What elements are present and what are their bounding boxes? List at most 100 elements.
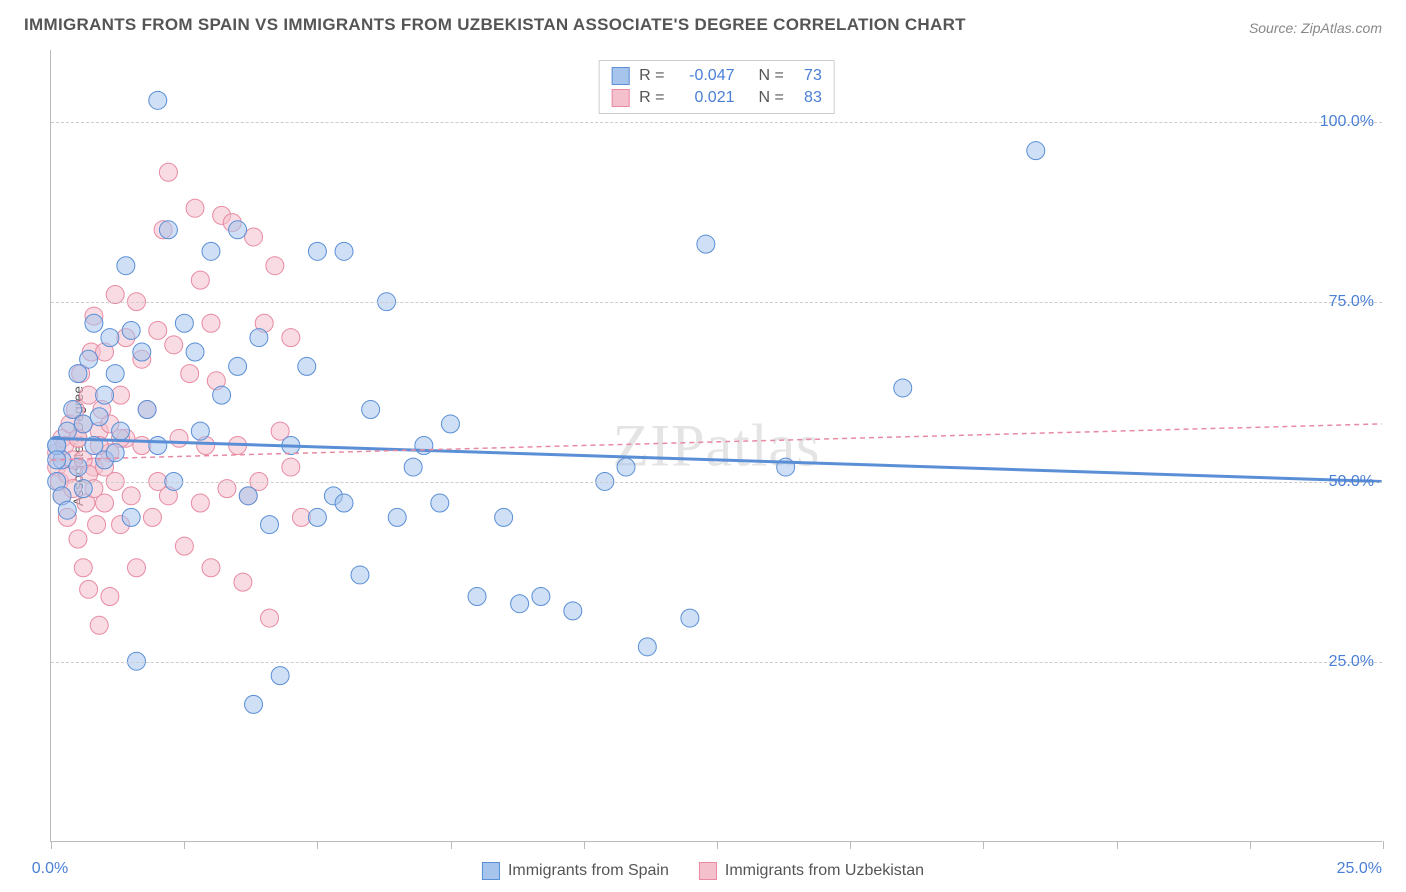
scatter-point-uzbekistan [127,559,145,577]
scatter-point-uzbekistan [202,559,220,577]
x-tick [584,841,585,849]
scatter-point-uzbekistan [101,588,119,606]
scatter-point-uzbekistan [112,386,130,404]
scatter-point-uzbekistan [202,314,220,332]
scatter-point-spain [191,422,209,440]
legend-swatch-uzbekistan [699,862,717,880]
chart-area: ZIPatlas R =-0.047N =73R =0.021N =83 25.… [50,50,1382,842]
scatter-point-spain [351,566,369,584]
scatter-point-spain [564,602,582,620]
scatter-point-spain [239,487,257,505]
scatter-point-uzbekistan [234,573,252,591]
scatter-point-spain [133,343,151,361]
legend-swatch-spain [611,67,629,85]
scatter-point-spain [681,609,699,627]
scatter-point-uzbekistan [106,286,124,304]
x-tick [1117,841,1118,849]
x-tick-label: 25.0% [1337,860,1382,878]
legend-n-label: N = [759,89,784,107]
scatter-point-uzbekistan [266,257,284,275]
regression-line-spain [51,438,1381,481]
scatter-point-uzbekistan [175,537,193,555]
scatter-point-spain [617,458,635,476]
gridline-horizontal [51,662,1382,663]
legend-row: R = 0.021 N = 83 [611,87,822,109]
scatter-point-uzbekistan [80,386,98,404]
legend-swatch-uzbekistan [611,89,629,107]
scatter-point-uzbekistan [165,336,183,354]
scatter-point-uzbekistan [245,228,263,246]
scatter-point-uzbekistan [282,458,300,476]
scatter-point-spain [495,508,513,526]
scatter-point-uzbekistan [261,609,279,627]
scatter-point-spain [159,221,177,239]
gridline-horizontal [51,302,1382,303]
scatter-point-uzbekistan [170,429,188,447]
scatter-point-uzbekistan [282,329,300,347]
legend-r-label: R = [639,89,664,107]
scatter-point-spain [511,595,529,613]
legend-series: Immigrants from SpainImmigrants from Uzb… [482,862,924,880]
legend-item: Immigrants from Uzbekistan [699,862,924,880]
scatter-point-spain [245,695,263,713]
scatter-point-spain [229,221,247,239]
x-tick [1383,841,1384,849]
scatter-point-uzbekistan [133,437,151,455]
x-tick-label: 0.0% [32,860,68,878]
gridline-horizontal [51,122,1382,123]
scatter-point-uzbekistan [191,271,209,289]
scatter-point-spain [1027,142,1045,160]
x-tick [983,841,984,849]
x-tick [317,841,318,849]
y-tick-label: 100.0% [1320,113,1374,131]
scatter-point-uzbekistan [69,530,87,548]
scatter-point-spain [441,415,459,433]
scatter-point-uzbekistan [74,559,92,577]
scatter-point-spain [308,242,326,260]
scatter-point-uzbekistan [149,321,167,339]
scatter-point-spain [638,638,656,656]
y-tick-label: 75.0% [1329,293,1374,311]
scatter-point-spain [69,458,87,476]
scatter-point-spain [229,357,247,375]
x-tick [451,841,452,849]
scatter-point-spain [122,321,140,339]
scatter-point-spain [175,314,193,332]
legend-swatch-spain [482,862,500,880]
legend-r-value: 0.021 [675,89,735,107]
scatter-point-spain [117,257,135,275]
legend-n-value: 83 [794,89,822,107]
gridline-horizontal [51,482,1382,483]
scatter-point-spain [202,242,220,260]
x-tick [51,841,52,849]
legend-r-label: R = [639,67,664,85]
scatter-point-spain [138,401,156,419]
scatter-point-spain [388,508,406,526]
scatter-point-uzbekistan [181,365,199,383]
regression-line-uzbekistan [51,424,1381,460]
y-tick-label: 50.0% [1329,473,1374,491]
scatter-point-spain [532,588,550,606]
x-tick [184,841,185,849]
scatter-point-spain [335,242,353,260]
scatter-point-spain [362,401,380,419]
scatter-point-spain [697,235,715,253]
scatter-point-spain [186,343,204,361]
scatter-point-spain [468,588,486,606]
x-tick [717,841,718,849]
scatter-point-spain [261,516,279,534]
scatter-point-spain [149,437,167,455]
scatter-point-uzbekistan [122,487,140,505]
legend-n-label: N = [759,67,784,85]
y-tick-label: 25.0% [1329,653,1374,671]
scatter-point-spain [90,408,108,426]
scatter-point-uzbekistan [143,508,161,526]
scatter-point-uzbekistan [90,616,108,634]
scatter-point-spain [271,667,289,685]
legend-label: Immigrants from Uzbekistan [725,862,924,880]
scatter-point-spain [298,357,316,375]
scatter-point-spain [149,91,167,109]
scatter-point-spain [58,501,76,519]
scatter-point-spain [112,422,130,440]
scatter-point-uzbekistan [292,508,310,526]
